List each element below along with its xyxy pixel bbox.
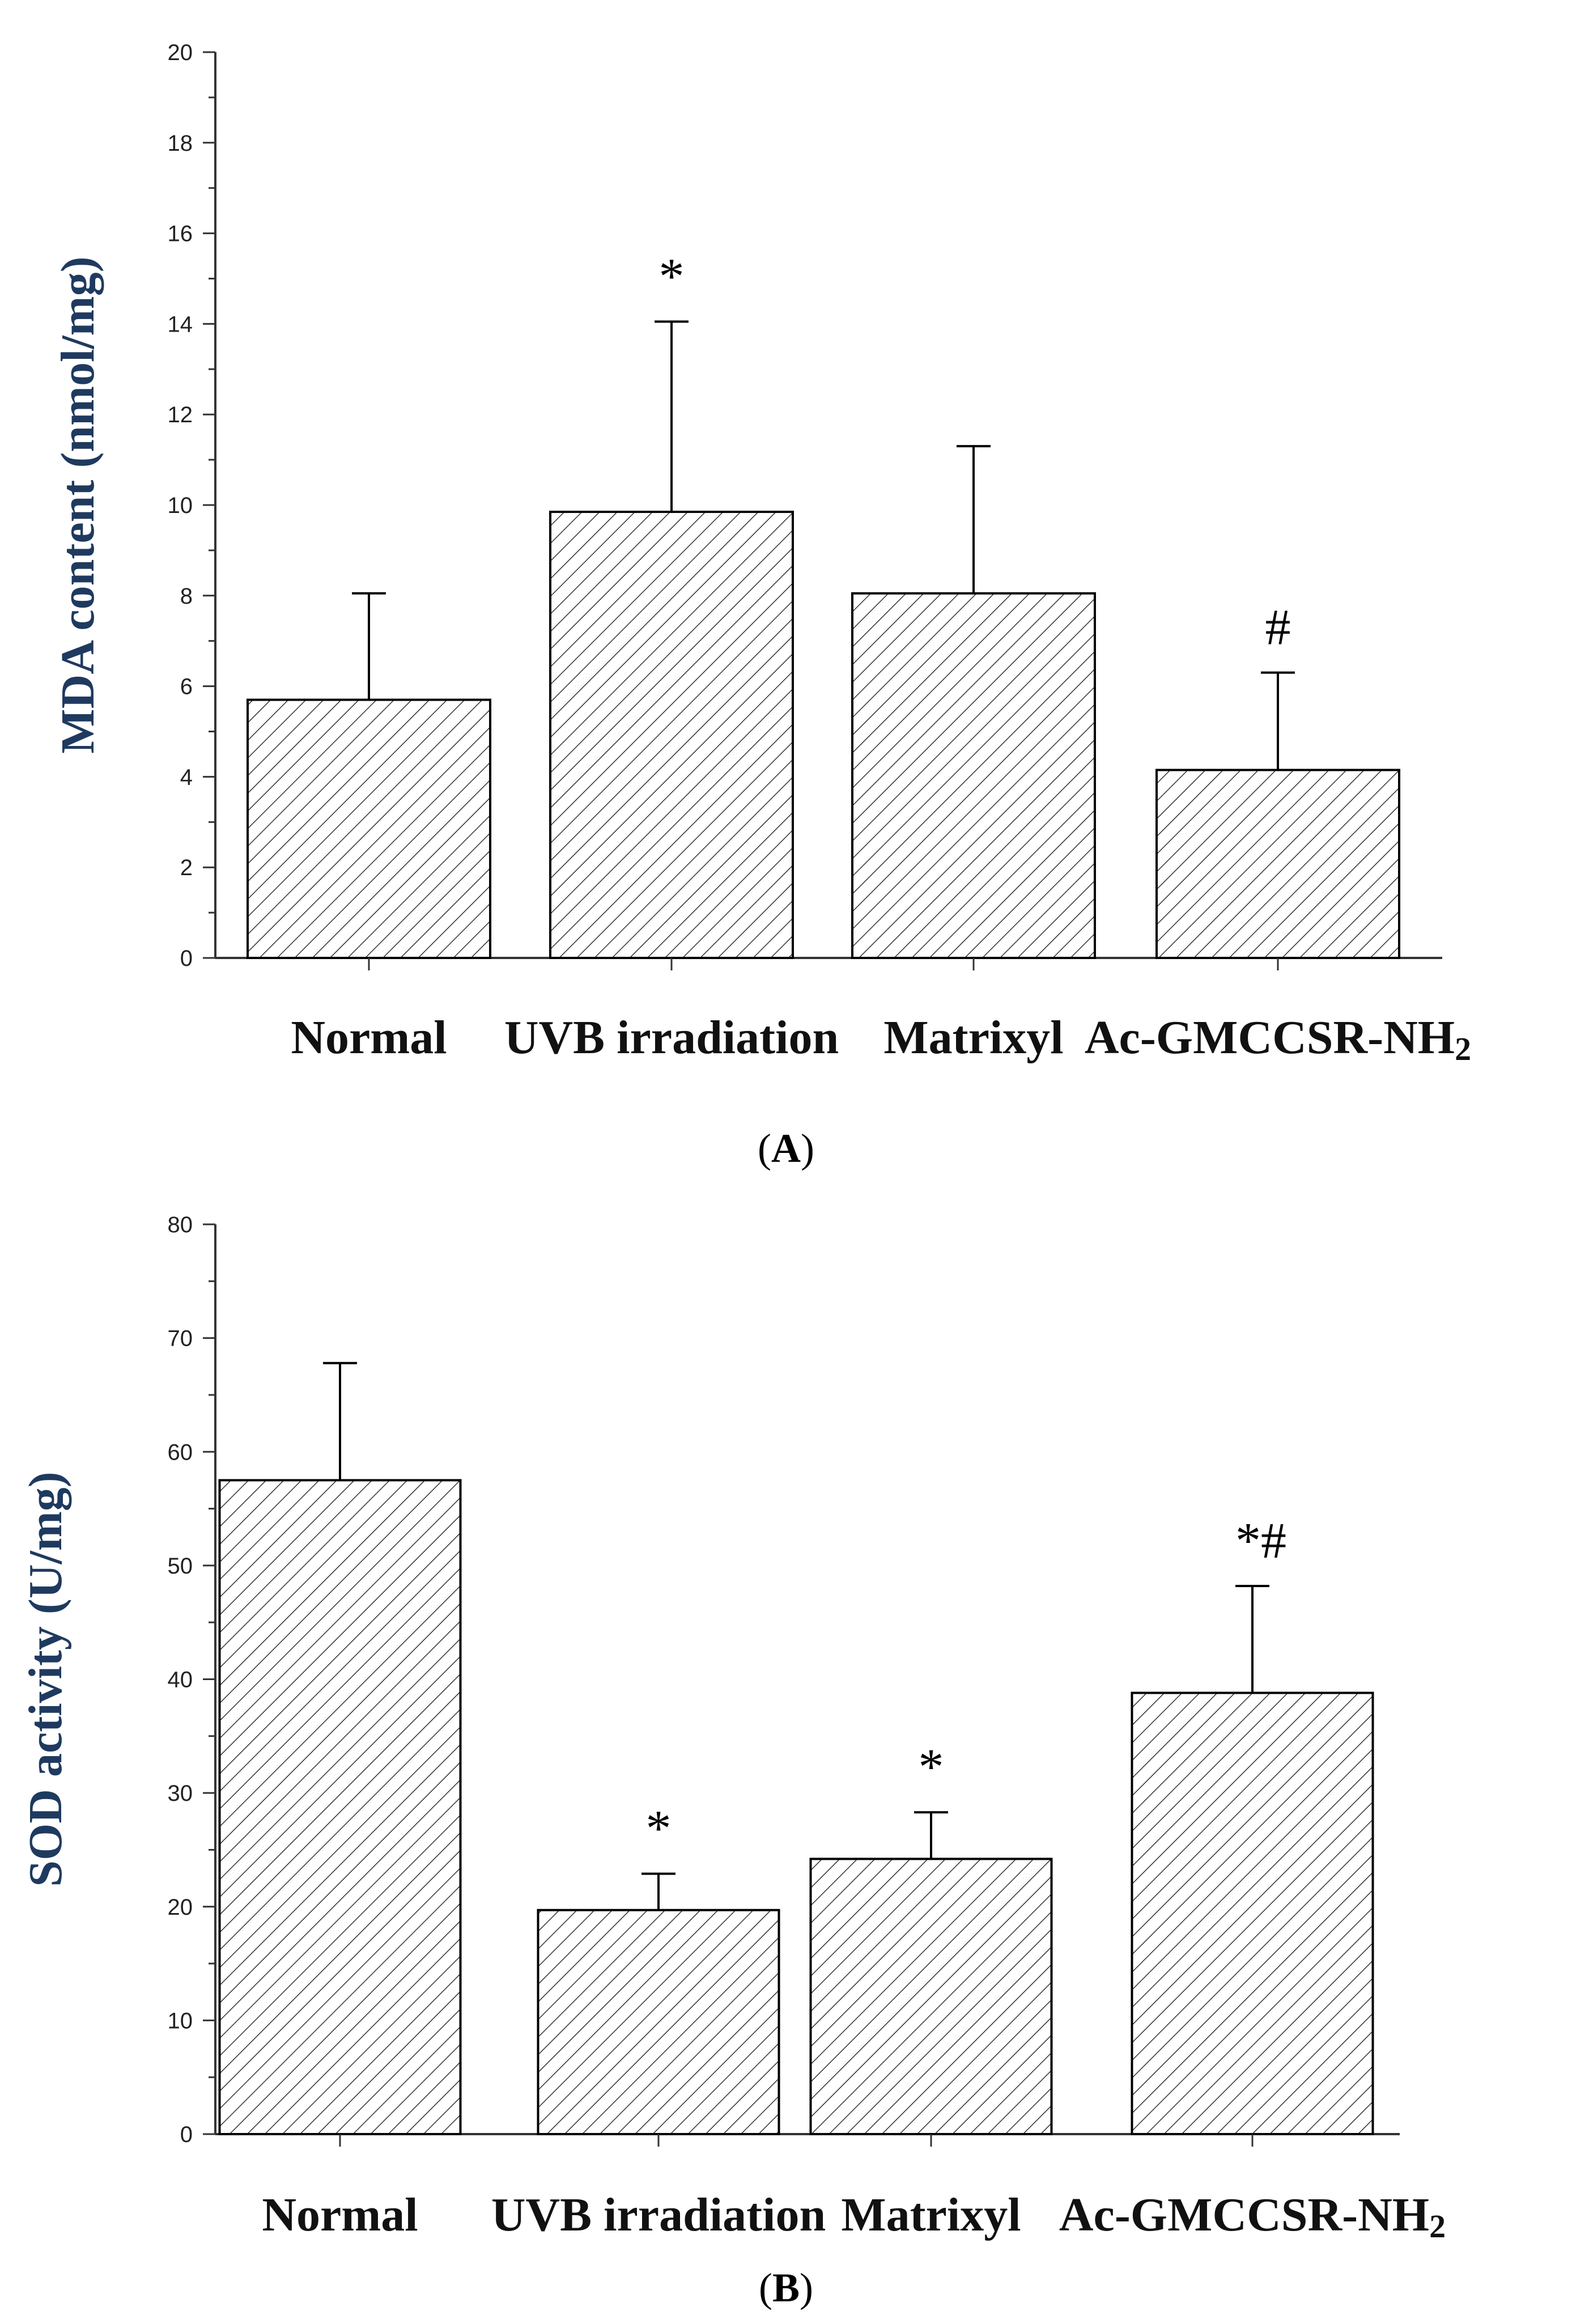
bar-1 — [549, 510, 794, 959]
y-tick-label: 14 — [168, 312, 193, 337]
panel-label: (B) — [759, 2265, 813, 2310]
category-label-3: Ac-GMCCSR-NH2 — [1085, 1011, 1471, 1067]
category-label-2: Matrixyl — [841, 2189, 1021, 2241]
bar-3 — [1131, 1691, 1374, 2135]
y-axis-label: MDA content (nmol/mg) — [52, 256, 104, 753]
y-tick-label: 8 — [180, 584, 193, 609]
y-tick-label: 10 — [168, 2008, 193, 2033]
y-tick-label: 0 — [180, 2122, 193, 2147]
significance-marker-2: * — [919, 1739, 944, 1795]
y-tick-label: 0 — [180, 946, 193, 971]
y-tick-label: 30 — [168, 1781, 193, 1806]
category-label-2: Matrixyl — [883, 1011, 1063, 1064]
y-tick-label: 10 — [168, 493, 193, 518]
panel-label: (A) — [758, 1126, 814, 1171]
y-tick-label: 18 — [168, 131, 193, 156]
y-tick-label: 50 — [168, 1554, 193, 1579]
y-tick-label: 70 — [168, 1326, 193, 1351]
bar-0 — [247, 698, 491, 959]
y-tick-label: 6 — [180, 675, 193, 699]
y-tick-label: 80 — [168, 1212, 193, 1237]
y-tick-label: 12 — [168, 402, 193, 427]
significance-marker-1: * — [659, 248, 685, 304]
bar-1 — [537, 1909, 780, 2136]
category-label-3: Ac-GMCCSR-NH2 — [1059, 2189, 1446, 2245]
category-label-1: UVB irradiation — [491, 2189, 826, 2241]
category-label-0: Normal — [262, 2189, 418, 2241]
y-tick-label: 60 — [168, 1440, 193, 1465]
bar-2 — [809, 1857, 1053, 2136]
category-label-1: UVB irradiation — [504, 1011, 839, 1064]
y-tick-label: 20 — [168, 40, 193, 65]
chart-panel-a: 0 2 4 6 8 10 12 14 16 18 20 MDA content (nmol/mg) No… — [52, 40, 1471, 1171]
y-tick-label: 16 — [168, 222, 193, 247]
bar-2 — [851, 592, 1096, 960]
significance-marker-3: # — [1265, 600, 1291, 656]
y-tick-label: 20 — [168, 1895, 193, 1920]
bar-0 — [218, 1479, 462, 2135]
significance-marker-3: *# — [1235, 1513, 1286, 1569]
bar-3 — [1155, 769, 1400, 960]
y-tick-label: 4 — [180, 765, 193, 790]
y-tick-label: 40 — [168, 1668, 193, 1693]
chart-panel-b: 0 10 20 30 40 50 60 70 80 SOD activity (U/mg) Norm… — [19, 1212, 1446, 2310]
y-tick-label: 2 — [180, 855, 193, 880]
category-label-0: Normal — [291, 1011, 447, 1064]
y-axis-label: SOD activity (U/mg) — [19, 1471, 72, 1887]
significance-marker-1: * — [646, 1801, 672, 1857]
